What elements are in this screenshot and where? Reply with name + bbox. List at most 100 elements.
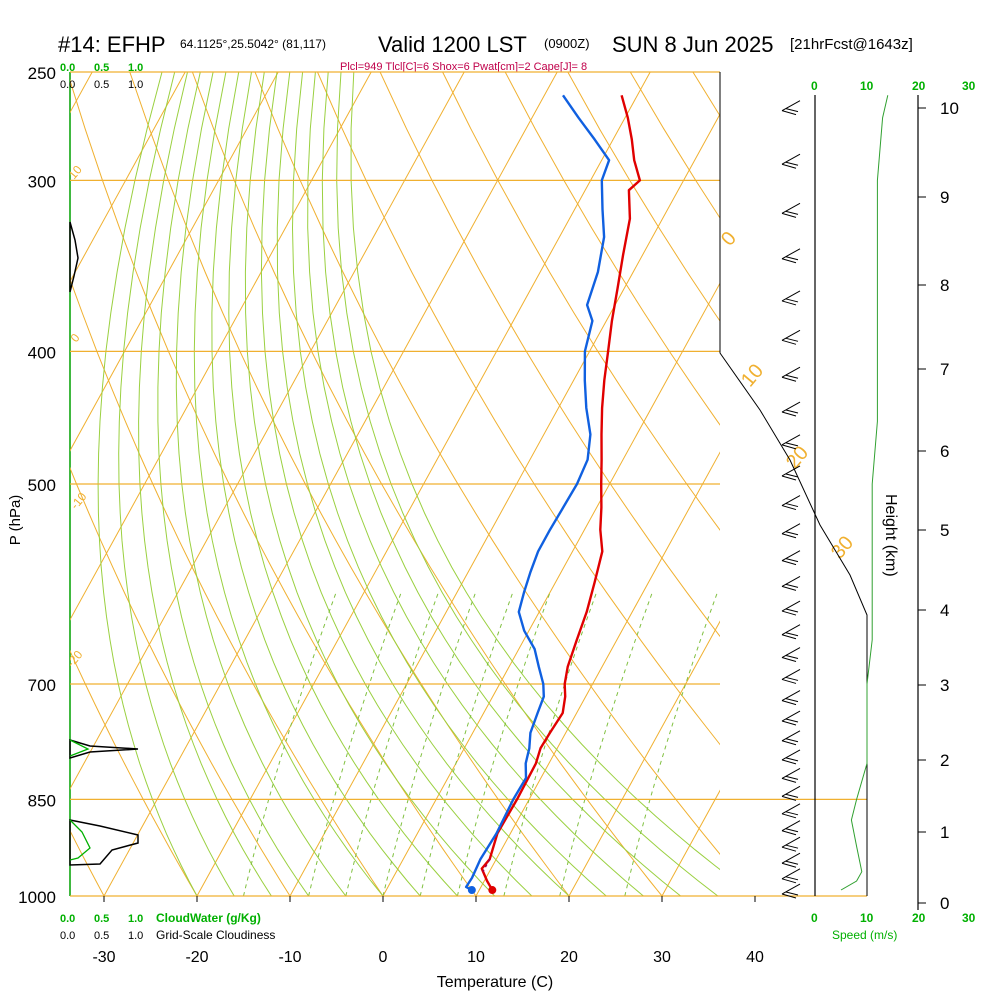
wind-barb-shaft bbox=[781, 100, 801, 112]
wind-barb-shaft bbox=[781, 767, 801, 779]
wind-barb-shaft bbox=[781, 366, 801, 378]
isotherm-label: -20 bbox=[64, 647, 86, 670]
wind-barb-flag bbox=[785, 442, 799, 447]
height-tick-label: 9 bbox=[940, 188, 949, 207]
temperature-tick-label: 10 bbox=[467, 949, 485, 966]
wind-barb-flag bbox=[781, 560, 797, 566]
height-tick-label: 10 bbox=[940, 99, 959, 118]
mixing-ratio-label: 2 bbox=[305, 900, 321, 915]
wind-barb-flag bbox=[781, 893, 797, 899]
wind-barb bbox=[781, 767, 801, 783]
wind-barb bbox=[781, 401, 801, 417]
wind-barb bbox=[781, 647, 801, 662]
bottom-green-scale-1: 0.5 bbox=[94, 913, 109, 925]
wind-barb-flag bbox=[781, 634, 797, 640]
sounding-parameters: Plcl=949 Tlcl[C]=6 Shox=6 Pwat[cm]=2 Cap… bbox=[340, 61, 587, 73]
height-tick-label: 4 bbox=[940, 601, 949, 620]
forecast-info: [21hrFcst@1643z] bbox=[790, 36, 913, 53]
speed-bottom-0: 0 bbox=[811, 911, 818, 925]
wind-barb-flag bbox=[785, 256, 799, 261]
isotherm-line bbox=[70, 72, 186, 283]
wind-barb-shaft bbox=[781, 202, 801, 214]
temperature-profile-line bbox=[480, 94, 642, 891]
wind-barb-flag bbox=[785, 337, 799, 342]
moist-adiabat bbox=[97, 72, 198, 896]
terrain-outline bbox=[719, 72, 868, 896]
mixing-ratio-line bbox=[503, 592, 597, 896]
valid-time: Valid 1200 LST bbox=[378, 32, 527, 57]
speed-top-0: 0 bbox=[811, 79, 818, 93]
height-tick-label: 7 bbox=[940, 360, 949, 379]
moist-adiabat bbox=[321, 72, 681, 896]
speed-axis-label: Speed (m/s) bbox=[832, 928, 897, 942]
wind-barb-flag bbox=[785, 583, 799, 588]
wind-barb-shaft bbox=[781, 852, 801, 864]
height-tick-label: 3 bbox=[940, 676, 949, 695]
speed-bottom-10: 10 bbox=[860, 911, 874, 925]
temperature-tick-label: -20 bbox=[185, 949, 208, 966]
wind-barb-flag bbox=[785, 891, 799, 896]
wind-barb-flag bbox=[785, 608, 799, 613]
isotherm-line bbox=[848, 72, 1000, 896]
height-tick-label: 1 bbox=[940, 823, 949, 842]
wind-barb-flag bbox=[785, 298, 799, 303]
surface-dewpoint-point bbox=[467, 886, 476, 895]
wind-barb bbox=[781, 600, 801, 616]
wind-barb-flag bbox=[781, 678, 797, 684]
wind-barb-flag bbox=[781, 411, 797, 417]
moist-adiabat bbox=[211, 72, 421, 896]
station-title: #14: EFHP bbox=[58, 32, 166, 57]
wind-barb-flag bbox=[785, 876, 799, 881]
isotherm-label: -10 bbox=[68, 489, 90, 512]
pressure-tick-label: 300 bbox=[28, 172, 56, 191]
wind-barb-shaft bbox=[781, 523, 801, 535]
isotherm-label: 30 bbox=[827, 532, 858, 563]
bottom-black-scale-0: 0.0 bbox=[60, 930, 75, 942]
mixing-ratio-line bbox=[308, 592, 402, 896]
height-tick-label: 6 bbox=[940, 442, 949, 461]
dry-adiabat bbox=[818, 72, 1000, 896]
wind-barb-flag bbox=[785, 775, 799, 780]
wind-barb-shaft bbox=[781, 434, 801, 446]
wind-barb bbox=[781, 290, 801, 306]
dewpoint-profile-line bbox=[464, 94, 611, 892]
bottom-black-scale-1: 0.5 bbox=[94, 930, 109, 942]
wind-barb-shaft bbox=[781, 624, 801, 636]
moist-adiabat bbox=[244, 72, 495, 896]
wind-barb-shaft bbox=[781, 550, 801, 562]
pressure-tick-label: 700 bbox=[28, 676, 56, 695]
bottom-black-scale-2: 1.0 bbox=[128, 930, 143, 942]
dry-adiabat bbox=[70, 649, 198, 896]
mixing-ratio-label: 3 bbox=[356, 900, 371, 914]
moist-adiabat bbox=[276, 72, 570, 896]
wind-barb bbox=[781, 820, 801, 836]
wind-barb-flag bbox=[785, 811, 799, 816]
wind-barb-flag bbox=[781, 657, 797, 662]
mixing-ratio-label: 8 bbox=[486, 900, 501, 914]
wind-barb bbox=[781, 669, 801, 684]
cloudiness-blob-mid bbox=[69, 738, 139, 760]
dry-adiabat bbox=[70, 78, 477, 896]
top-green-scale-1: 0.5 bbox=[94, 62, 109, 74]
temperature-tick-label: -30 bbox=[92, 949, 115, 966]
wind-barb bbox=[781, 868, 801, 884]
wind-barb-flag bbox=[781, 610, 797, 616]
wind-barb-shaft bbox=[781, 820, 801, 832]
lifted-parcel-line bbox=[482, 858, 491, 873]
wind-barb-flag bbox=[781, 813, 797, 819]
speed-top-20: 20 bbox=[912, 79, 926, 93]
dry-adiabat bbox=[692, 72, 720, 117]
wind-barb-shaft bbox=[781, 465, 801, 477]
wind-barb-shaft bbox=[781, 495, 801, 507]
wind-barb-flag bbox=[781, 878, 797, 884]
wind-barb-flag bbox=[785, 503, 799, 508]
wind-barb-shaft bbox=[781, 669, 801, 680]
moist-adiabat bbox=[175, 72, 347, 896]
wind-barb-flag bbox=[781, 795, 797, 801]
pressure-tick-label: 400 bbox=[28, 343, 56, 362]
wind-barb-flag bbox=[785, 108, 799, 113]
wind-barb-flag bbox=[781, 777, 797, 783]
wind-barb-shaft bbox=[781, 401, 801, 413]
temperature-tick-label: 20 bbox=[560, 949, 578, 966]
station-coords: 64.1125°,25.5042° (81,117) bbox=[180, 37, 326, 51]
